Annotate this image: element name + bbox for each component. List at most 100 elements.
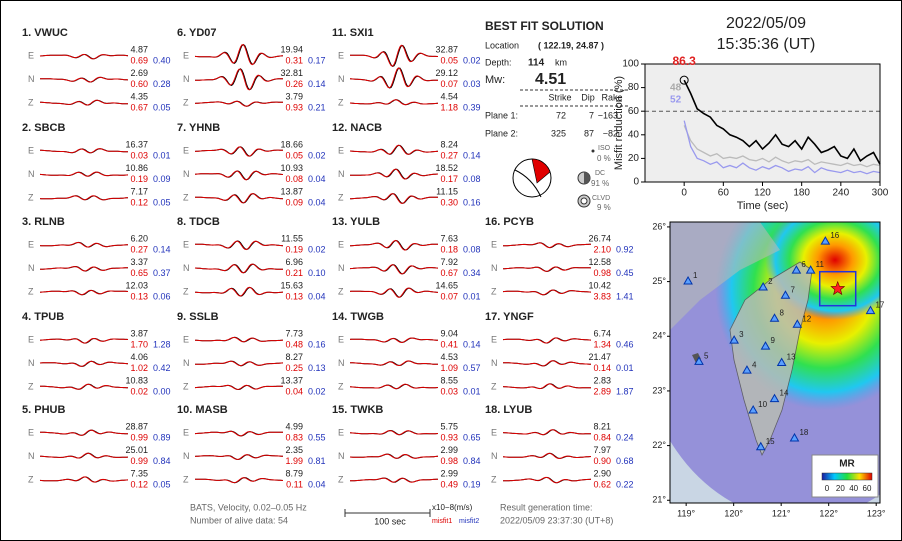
station-marker [791, 265, 802, 274]
synthetic-waveform [194, 263, 283, 274]
component-label: N [183, 358, 190, 368]
component-label: E [338, 50, 344, 60]
x-axis-label: Time (sec) [737, 200, 789, 212]
station-title: 3. RLNB [22, 216, 65, 228]
map-background [670, 222, 880, 503]
synthetic-waveform [502, 266, 592, 272]
misfit2: 0.24 [616, 432, 634, 442]
plane-label: Plane 2: [485, 128, 518, 138]
start-marker [679, 75, 689, 85]
misfit2: 0.10 [308, 268, 326, 278]
taiwan [729, 261, 813, 456]
station-number: 18 [799, 428, 808, 437]
misfit1: 0.25 [285, 363, 303, 373]
misfit1: 0.05 [440, 55, 458, 65]
misfit2: 0.19 [463, 479, 481, 489]
misfit1: 0.41 [440, 339, 458, 349]
misfit2: 0.14 [463, 339, 481, 349]
station-marker [789, 432, 800, 442]
synthetic-waveform [39, 452, 129, 459]
y-tick-label: 60 [628, 106, 640, 117]
misfit1: 0.90 [593, 456, 611, 466]
synthetic-waveform [349, 360, 438, 367]
synthetic-waveform [194, 170, 284, 181]
amplitude: 13.37 [280, 375, 303, 385]
misfit2: 0.06 [153, 291, 171, 301]
amplitude: 6.74 [593, 328, 611, 338]
synthetic-waveform [195, 193, 284, 204]
clvd-icon-inner [580, 197, 588, 205]
component-label: Z [491, 381, 497, 391]
station-title: 11. SXI1 [332, 27, 374, 39]
synthetic-waveform [502, 337, 592, 344]
station-marker [776, 357, 787, 366]
amplitude: 2.90 [593, 468, 611, 478]
station-number: 15 [766, 437, 775, 446]
clvd-label: CLVD [592, 195, 610, 202]
misfit1: 0.02 [130, 386, 148, 396]
synthetic-waveform [39, 360, 129, 367]
amplitude: 28.87 [125, 421, 148, 431]
misfit1: 0.83 [285, 432, 303, 442]
mw: 4.51 [535, 71, 566, 88]
station-title: 15. TWKB [332, 404, 383, 416]
component-label: Z [28, 286, 34, 296]
synthetic-waveform [195, 360, 284, 367]
amplitude: 2.83 [593, 375, 611, 385]
amplitude: 10.42 [588, 280, 611, 290]
station-title: 1. VWUC [22, 27, 68, 39]
synthetic-waveform [40, 383, 129, 390]
misfit2: 0.28 [153, 79, 171, 89]
amplitude: 4.54 [440, 91, 458, 101]
amplitude: 13.87 [280, 186, 303, 196]
synthetic-waveform [194, 337, 284, 343]
location-label: Location [485, 40, 519, 50]
misfit2: 0.08 [463, 244, 481, 254]
misfit-line [683, 79, 881, 165]
amplitude: 26.74 [588, 233, 611, 243]
misfit2: 0.17 [308, 55, 326, 65]
amplitude: 2.99 [440, 468, 458, 478]
misfit1: 0.60 [130, 79, 148, 89]
component-label: N [491, 451, 498, 461]
dc: 91 % [591, 179, 609, 188]
component-label: N [338, 74, 345, 84]
misfit2: 0.68 [616, 456, 634, 466]
amplitude: 14.65 [435, 280, 458, 290]
lon-tick-label: 122° [819, 508, 838, 518]
misfit2: 1.87 [616, 386, 634, 396]
misfit1: 0.11 [286, 479, 303, 489]
amplitude: 2.69 [130, 68, 148, 78]
lon-tick-label: 120° [724, 508, 743, 518]
amplitude: 3.37 [130, 257, 148, 267]
misfit1: 1.34 [593, 339, 611, 349]
synthetic-waveform [349, 44, 439, 67]
amplitude: 32.81 [280, 68, 303, 78]
synthetic-waveform [39, 171, 129, 177]
misfit2: 0.40 [153, 55, 171, 65]
amplitude: 8.55 [440, 375, 458, 385]
station-title: 18. LYUB [485, 404, 532, 416]
misfit1: 0.18 [440, 244, 458, 254]
station-number: 11 [816, 260, 825, 269]
misfit2: 0.34 [463, 268, 481, 278]
synthetic-waveform [349, 337, 439, 344]
station-marker [748, 405, 759, 414]
misfit1: 1.02 [130, 363, 148, 373]
component-label: N [28, 169, 35, 179]
amplitude: 4.53 [440, 352, 458, 362]
component-label: E [183, 334, 189, 344]
misfit1: 0.19 [285, 244, 303, 254]
misfit1: 2.89 [593, 386, 611, 396]
iso: 0 % [597, 154, 611, 163]
synthetic-waveform [194, 454, 284, 461]
amplitude: 4.87 [130, 44, 148, 54]
misfit1: 0.09 [285, 197, 303, 207]
misfit1: 0.13 [285, 291, 303, 301]
amplitude: 8.24 [440, 139, 458, 149]
component-label: N [28, 263, 35, 273]
amplitude: 3.87 [130, 328, 148, 338]
component-label: E [28, 334, 34, 344]
colorbar [821, 472, 873, 481]
